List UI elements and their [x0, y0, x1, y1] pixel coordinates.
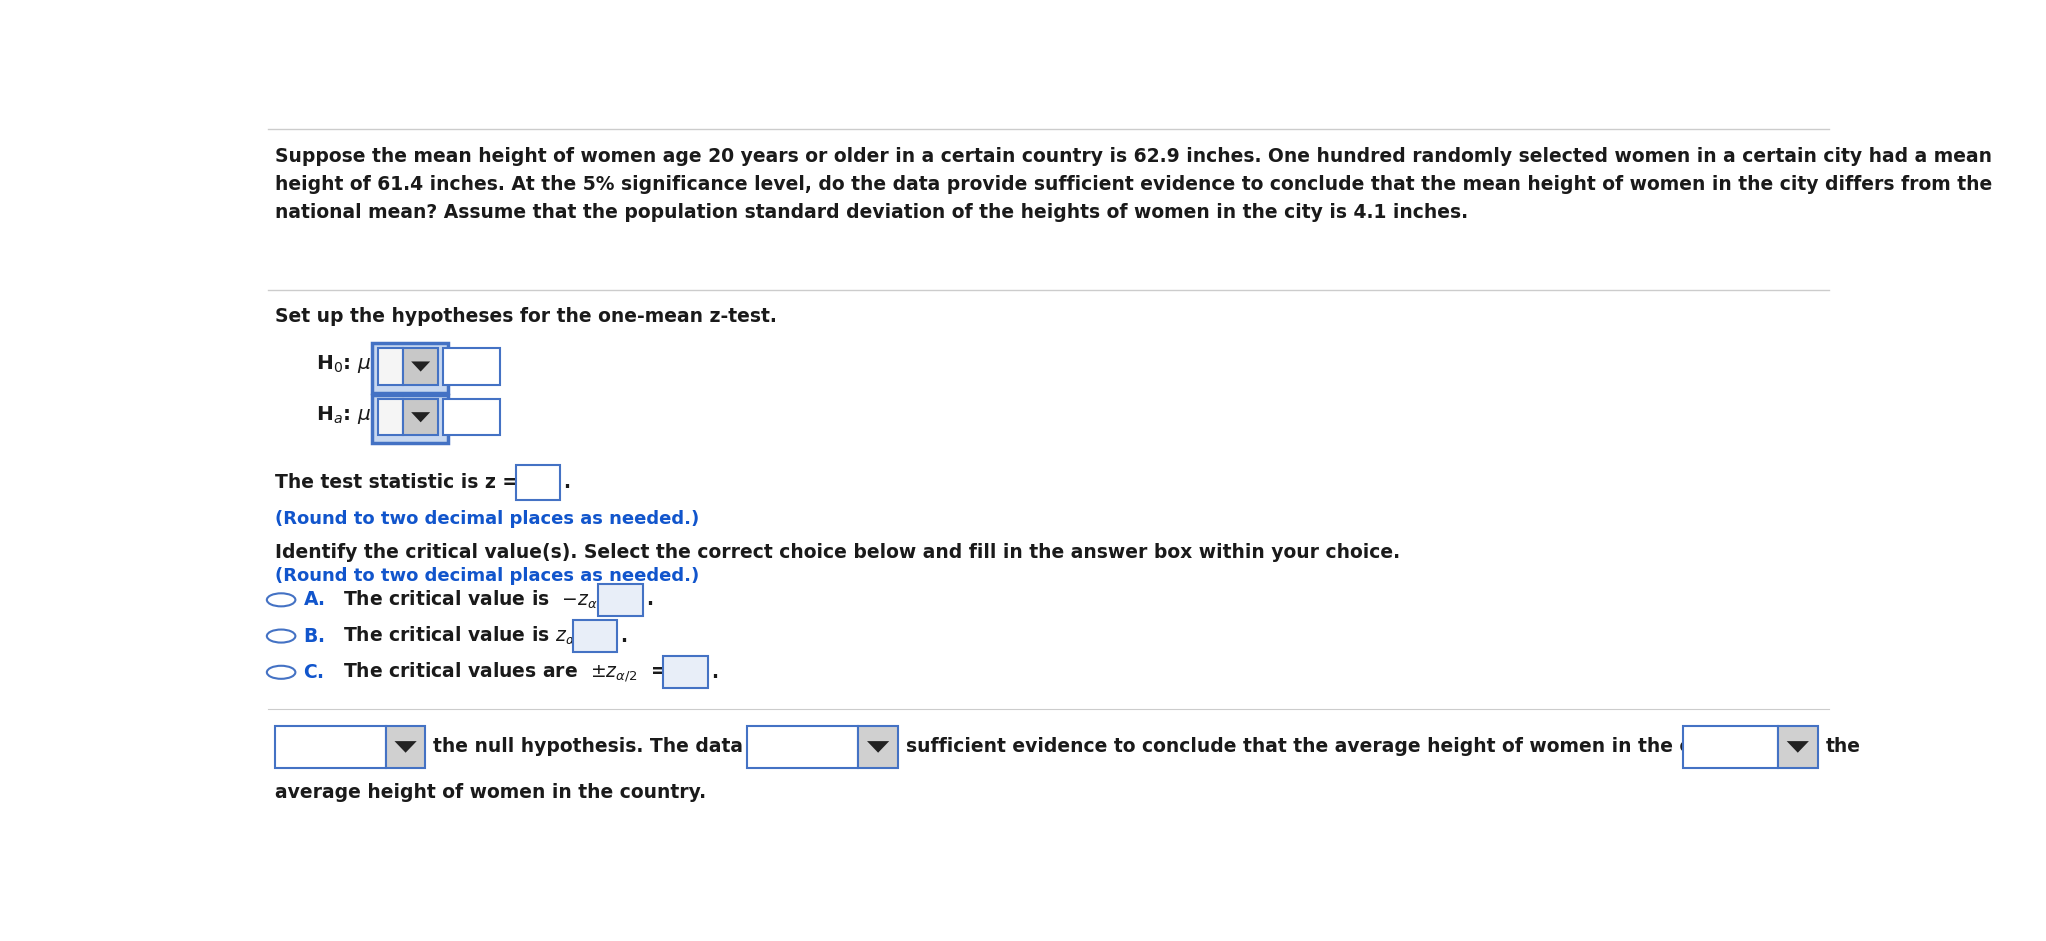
FancyBboxPatch shape: [573, 620, 618, 652]
FancyBboxPatch shape: [859, 726, 898, 768]
Text: Set up the hypotheses for the one-mean z-test.: Set up the hypotheses for the one-mean z…: [274, 307, 777, 327]
FancyBboxPatch shape: [747, 726, 859, 768]
Polygon shape: [411, 412, 430, 423]
Text: (Round to two decimal places as needed.): (Round to two decimal places as needed.): [274, 510, 700, 528]
Text: $\mathbf{A.}$: $\mathbf{A.}$: [303, 590, 325, 610]
Text: The test statistic is z =: The test statistic is z =: [274, 473, 518, 492]
FancyBboxPatch shape: [442, 399, 499, 436]
Polygon shape: [411, 361, 430, 372]
FancyBboxPatch shape: [379, 399, 403, 436]
FancyBboxPatch shape: [403, 347, 438, 386]
Text: The critical values are  $\pm z_{\alpha/2}$  =  $\pm$: The critical values are $\pm z_{\alpha/2…: [344, 661, 696, 684]
FancyBboxPatch shape: [379, 347, 403, 386]
FancyBboxPatch shape: [372, 395, 448, 442]
Text: Identify the critical value(s). Select the correct choice below and fill in the : Identify the critical value(s). Select t…: [274, 543, 1399, 563]
Text: $\mathbf{C.}$: $\mathbf{C.}$: [303, 662, 323, 682]
FancyBboxPatch shape: [597, 583, 642, 615]
FancyBboxPatch shape: [1778, 726, 1817, 768]
Text: average height of women in the country.: average height of women in the country.: [274, 783, 706, 802]
FancyBboxPatch shape: [1682, 726, 1778, 768]
Text: H$_a$: $\mu$: H$_a$: $\mu$: [315, 404, 370, 426]
FancyBboxPatch shape: [274, 726, 387, 768]
Text: the null hypothesis. The data: the null hypothesis. The data: [434, 738, 743, 757]
Text: The critical value is  $-z_\alpha$ =: The critical value is $-z_\alpha$ =: [344, 589, 618, 611]
Text: .: .: [647, 590, 653, 610]
Text: the: the: [1825, 738, 1860, 757]
Polygon shape: [1786, 742, 1809, 753]
Text: Suppose the mean height of women age 20 years or older in a certain country is 6: Suppose the mean height of women age 20 …: [274, 147, 1993, 222]
Text: .: .: [710, 662, 718, 682]
FancyBboxPatch shape: [387, 726, 426, 768]
Text: $\mathbf{B.}$: $\mathbf{B.}$: [303, 627, 325, 646]
Text: sufficient evidence to conclude that the average height of women in the city is: sufficient evidence to conclude that the…: [906, 738, 1743, 757]
FancyBboxPatch shape: [372, 343, 448, 393]
FancyBboxPatch shape: [516, 465, 561, 500]
Text: .: .: [620, 627, 628, 646]
Text: .: .: [563, 473, 571, 492]
Text: H$_0$: $\mu$: H$_0$: $\mu$: [315, 354, 372, 375]
Text: The critical value is $z_\alpha$ =: The critical value is $z_\alpha$ =: [344, 625, 597, 647]
Polygon shape: [395, 742, 417, 753]
Circle shape: [266, 630, 295, 643]
Text: (Round to two decimal places as needed.): (Round to two decimal places as needed.): [274, 566, 700, 584]
FancyBboxPatch shape: [663, 657, 708, 688]
Circle shape: [266, 594, 295, 606]
Polygon shape: [868, 742, 890, 753]
FancyBboxPatch shape: [442, 347, 499, 386]
Circle shape: [266, 666, 295, 678]
FancyBboxPatch shape: [403, 399, 438, 436]
